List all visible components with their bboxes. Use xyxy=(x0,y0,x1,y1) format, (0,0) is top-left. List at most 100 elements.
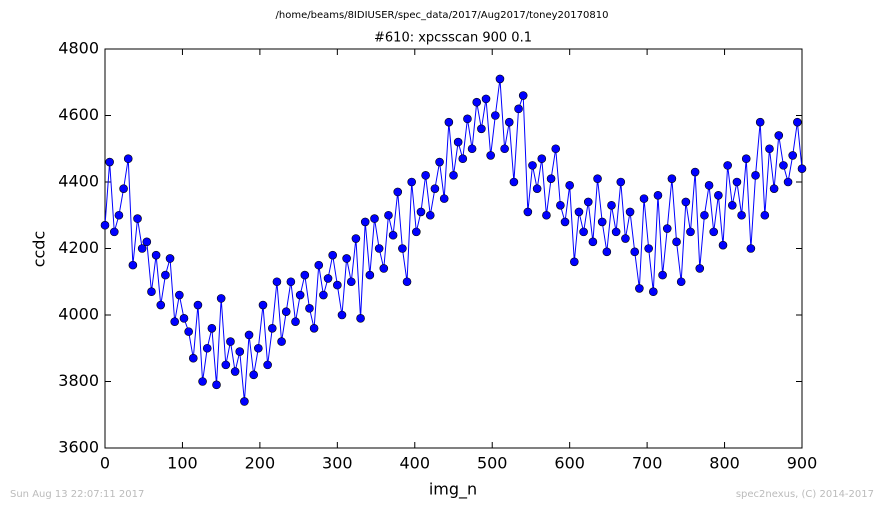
x-tick-label: 400 xyxy=(400,454,431,473)
data-point xyxy=(528,161,537,170)
data-point xyxy=(546,174,556,183)
data-point xyxy=(300,270,310,280)
data-point xyxy=(653,191,663,200)
data-point xyxy=(249,370,258,380)
data-point xyxy=(379,264,389,273)
y-tick-label: 4200 xyxy=(58,238,99,257)
data-point xyxy=(700,210,709,220)
data-point xyxy=(439,194,449,203)
data-point xyxy=(504,117,514,127)
x-tick-label: 0 xyxy=(100,454,110,473)
data-point xyxy=(542,210,551,220)
data-point xyxy=(639,194,649,203)
data-point xyxy=(202,343,212,353)
data-point xyxy=(704,181,714,190)
data-point xyxy=(402,277,412,287)
data-point xyxy=(570,257,579,267)
data-point xyxy=(676,277,686,287)
data-point xyxy=(783,177,793,187)
data-point xyxy=(746,244,756,253)
data-point xyxy=(370,214,379,223)
data-point xyxy=(509,177,519,187)
data-point xyxy=(305,304,314,313)
data-point xyxy=(458,154,468,164)
y-tick-label: 3800 xyxy=(58,371,99,390)
data-point xyxy=(718,240,728,250)
data-point xyxy=(486,151,495,160)
data-point xyxy=(481,94,491,104)
data-point xyxy=(407,177,416,187)
data-point xyxy=(658,270,667,280)
data-point xyxy=(477,124,486,134)
data-point xyxy=(760,210,770,220)
data-point xyxy=(500,144,509,154)
footer-right: spec2nexus, (C) 2014-2017 xyxy=(736,489,874,500)
data-point xyxy=(156,300,166,310)
y-tick-label: 4000 xyxy=(58,305,99,324)
data-point xyxy=(128,260,138,270)
data-point xyxy=(151,250,161,260)
data-point xyxy=(398,244,407,253)
data-point xyxy=(123,154,133,164)
data-point xyxy=(258,300,268,310)
data-point xyxy=(690,167,700,177)
data-point xyxy=(537,154,547,164)
data-point xyxy=(254,343,263,353)
data-point xyxy=(142,237,152,247)
data-point xyxy=(384,210,393,220)
suptitle: /home/beams/8IDIUSER/spec_data/2017/Aug2… xyxy=(276,10,609,21)
data-point xyxy=(560,217,570,227)
data-point xyxy=(556,200,565,210)
data-point xyxy=(644,244,653,253)
data-point xyxy=(621,234,630,243)
data-point xyxy=(607,200,616,210)
data-point xyxy=(574,207,584,217)
data-point xyxy=(491,111,500,120)
data-point xyxy=(244,330,254,340)
data-point xyxy=(532,184,542,193)
data-point xyxy=(425,210,435,220)
data-point xyxy=(267,323,277,333)
data-point xyxy=(686,227,695,237)
data-point xyxy=(365,270,375,280)
data-point xyxy=(328,250,337,260)
data-point xyxy=(635,284,644,293)
data-point xyxy=(597,217,607,227)
x-tick-label: 300 xyxy=(322,454,353,473)
data-point xyxy=(360,217,370,227)
data-point xyxy=(518,91,528,100)
data-point xyxy=(416,207,426,217)
data-point xyxy=(723,161,732,170)
x-tick-label: 200 xyxy=(245,454,276,473)
data-point xyxy=(309,323,319,333)
data-point xyxy=(281,307,291,316)
x-tick-label: 900 xyxy=(787,454,818,473)
data-point xyxy=(709,227,719,237)
data-point xyxy=(193,300,203,310)
data-point xyxy=(207,323,217,333)
data-point xyxy=(667,174,677,183)
footer-left: Sun Aug 13 22:07:11 2017 xyxy=(10,489,144,500)
y-axis-label: ccdc xyxy=(30,231,49,268)
data-point xyxy=(714,191,723,200)
data-point xyxy=(393,187,403,197)
data-point xyxy=(788,151,798,160)
x-tick-label: 100 xyxy=(167,454,198,473)
data-point xyxy=(463,114,472,124)
data-point xyxy=(672,237,681,247)
data-point xyxy=(681,197,691,207)
data-point xyxy=(662,224,672,233)
data-point xyxy=(579,227,588,237)
data-point xyxy=(133,214,142,223)
y-tick-label: 3600 xyxy=(58,438,99,457)
data-point xyxy=(755,117,765,127)
data-point xyxy=(272,277,282,287)
x-tick-label: 800 xyxy=(709,454,740,473)
data-point xyxy=(240,397,249,406)
data-point xyxy=(593,174,602,183)
data-point xyxy=(337,310,347,320)
chart-title: #610: xpcsscan 900 0.1 xyxy=(374,31,532,46)
data-point xyxy=(319,290,328,300)
